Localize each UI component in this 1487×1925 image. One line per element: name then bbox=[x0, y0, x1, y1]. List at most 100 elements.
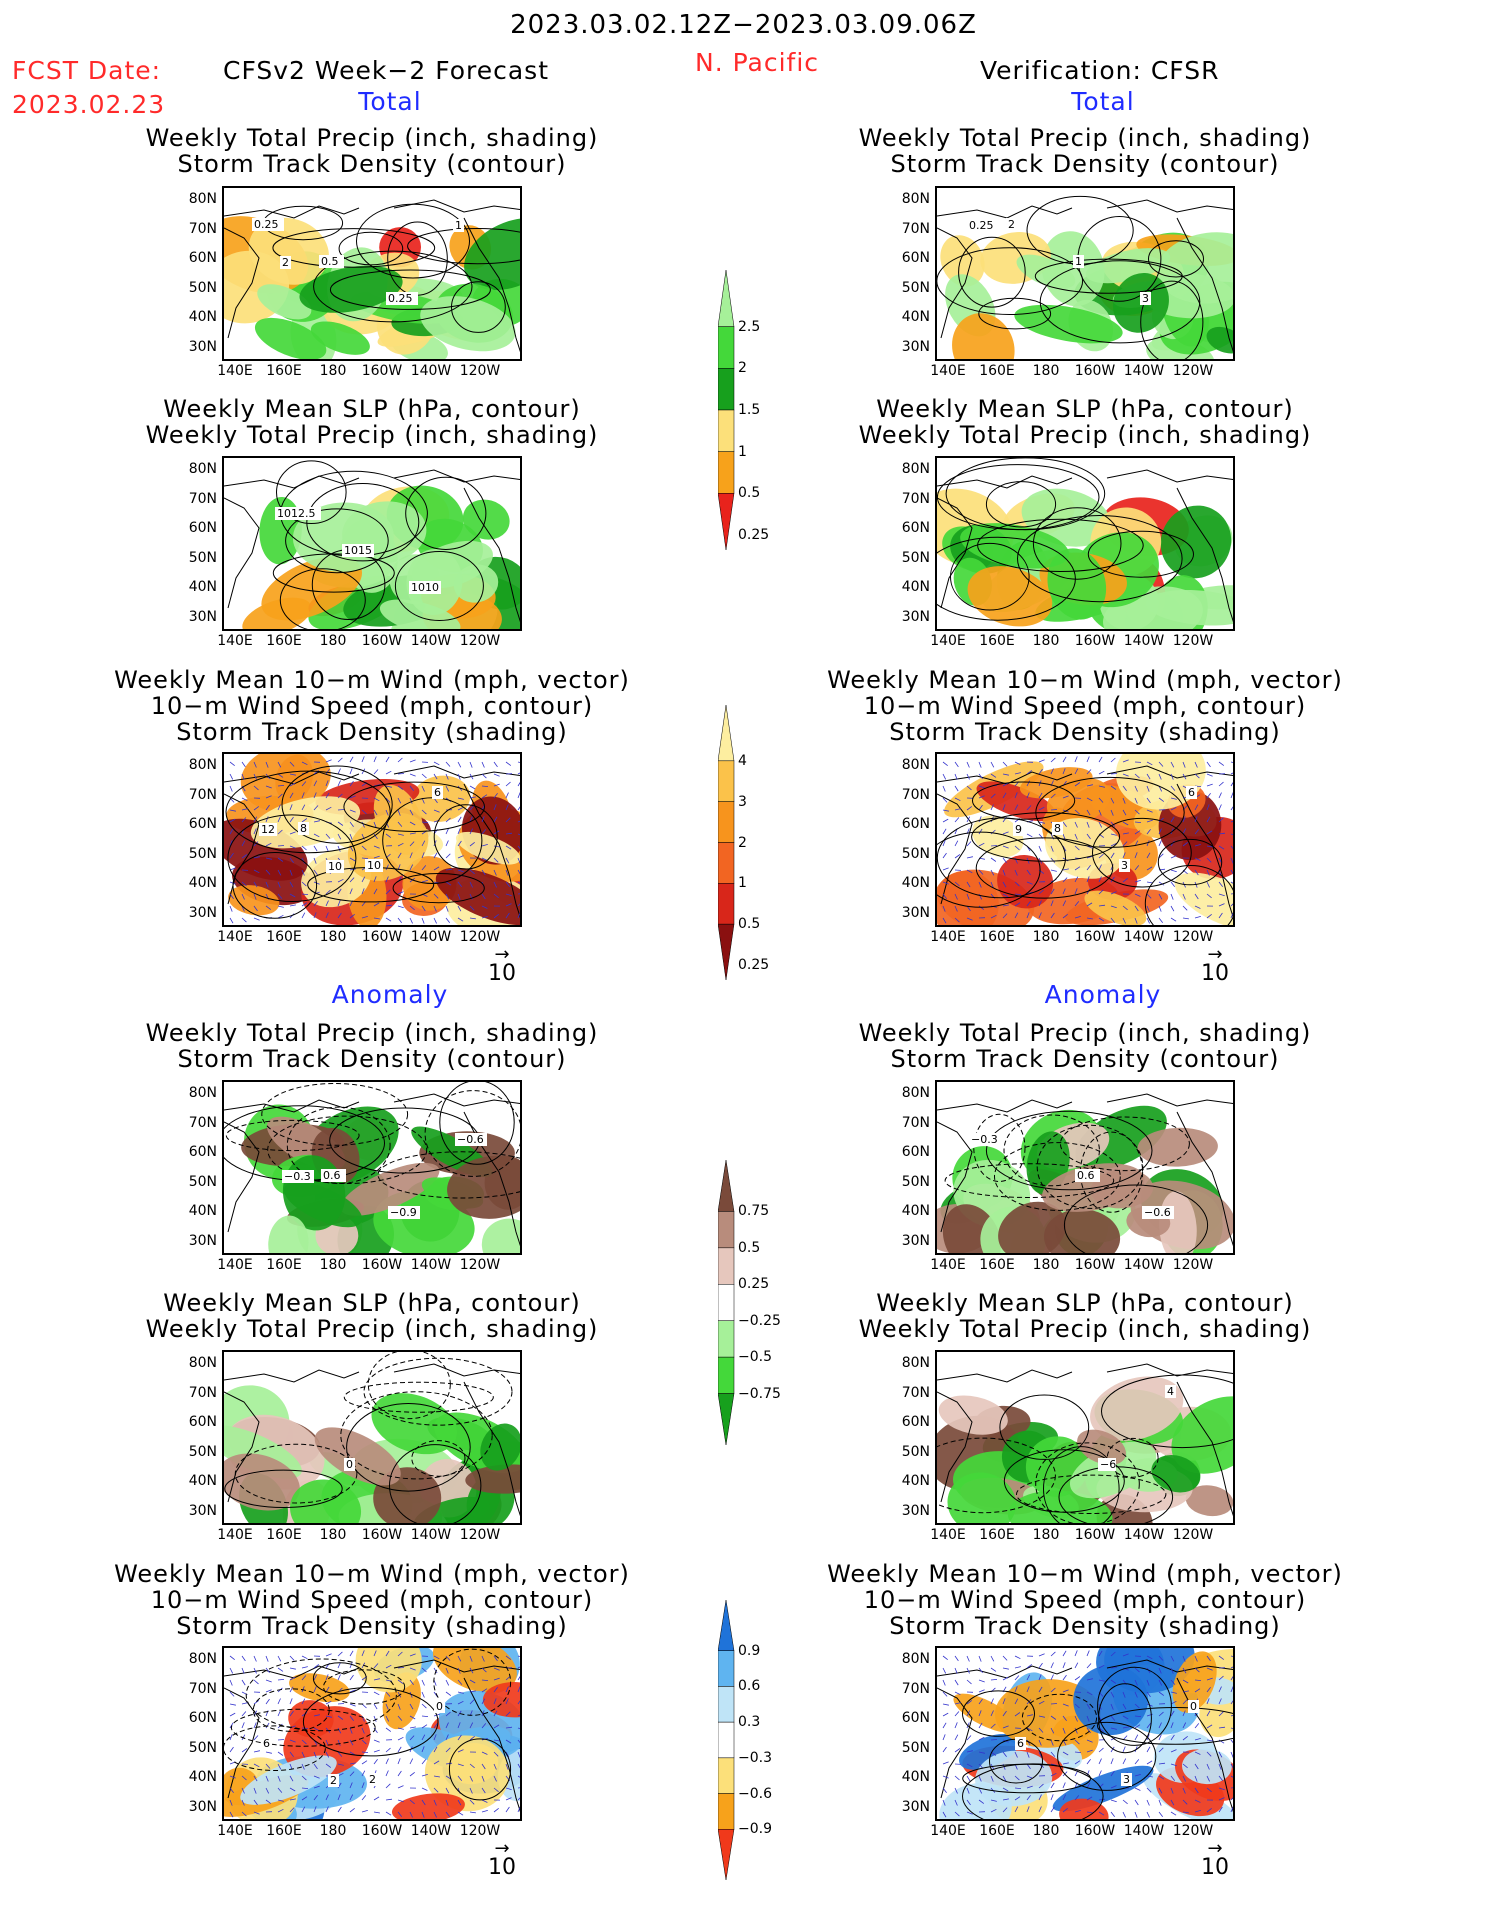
section-anomaly-left: Anomaly bbox=[331, 980, 449, 1009]
contour-line bbox=[944, 1163, 1115, 1198]
fcst-date-value: 2023.02.23 bbox=[12, 90, 166, 119]
lat-tick-label: 40N bbox=[901, 309, 930, 325]
lon-tick-label: 140W bbox=[1123, 929, 1165, 945]
lon-tick-label: 120W bbox=[459, 1527, 501, 1543]
colorbar-label: 0.5 bbox=[738, 1239, 761, 1256]
panel-title-line: Storm Track Density (contour) bbox=[890, 1045, 1280, 1073]
contour-label: 0.6 bbox=[323, 1169, 341, 1182]
contour-line bbox=[937, 247, 1084, 315]
forecast-title: CFSv2 Week−2 Forecast bbox=[223, 56, 549, 85]
contour-label-bg bbox=[1015, 1737, 1026, 1750]
lon-tick-label: 120W bbox=[459, 1257, 501, 1273]
contour-label-bg bbox=[1165, 1385, 1176, 1398]
colorbar-label: 1.5 bbox=[738, 402, 761, 418]
contour-layer bbox=[224, 1082, 520, 1199]
forecast-map: 0 bbox=[222, 1350, 522, 1525]
lon-tick-label: 160E bbox=[979, 929, 1015, 945]
map-svg bbox=[937, 458, 1233, 629]
colorbar-label: −0.6 bbox=[738, 1785, 772, 1802]
contour-label: 10 bbox=[328, 860, 342, 873]
lat-tick-label: 40N bbox=[901, 875, 930, 891]
lat-tick-label: 60N bbox=[188, 1414, 217, 1430]
lon-tick-label: 180 bbox=[319, 1823, 347, 1839]
contour-line bbox=[323, 1669, 406, 1705]
colorbar-label: 2 bbox=[738, 360, 747, 377]
contour-line bbox=[392, 873, 485, 904]
verification-map: 8 3 6 9 bbox=[935, 752, 1235, 927]
lon-tick-label: 160W bbox=[361, 1823, 403, 1839]
vector-reference: → 10 bbox=[1195, 1840, 1235, 1881]
colorbar-label: −0.3 bbox=[738, 1749, 772, 1766]
coastline bbox=[937, 199, 1233, 353]
contour-line bbox=[962, 1763, 1104, 1819]
contour-line bbox=[306, 482, 420, 562]
lat-tick-label: 50N bbox=[188, 1739, 217, 1756]
lat-tick-label: 50N bbox=[901, 845, 930, 862]
colorbar-segment bbox=[718, 270, 735, 327]
lon-tick-label: 120W bbox=[1172, 1823, 1214, 1839]
contour-label-bg bbox=[432, 786, 443, 799]
contour-label: 6 bbox=[1017, 1737, 1024, 1750]
contour-label-bg bbox=[326, 860, 344, 873]
contour-label: −0.6 bbox=[457, 1133, 484, 1146]
contour-line bbox=[1063, 1184, 1209, 1253]
contour-line bbox=[234, 1443, 358, 1504]
panel-title-line: 10−m Wind Speed (mph, contour) bbox=[150, 1586, 594, 1614]
contour-line bbox=[1057, 1721, 1157, 1791]
lon-tick-label: 120W bbox=[1172, 1527, 1214, 1543]
colorbar-segment bbox=[718, 1686, 735, 1723]
contour-layer bbox=[263, 203, 520, 333]
contour-line bbox=[1003, 1114, 1100, 1187]
lon-tick-label: 180 bbox=[1032, 1823, 1060, 1839]
panel-title-line: Weekly Mean SLP (hPa, contour) bbox=[163, 395, 581, 423]
contour-label-bg bbox=[342, 544, 374, 557]
contour-line bbox=[245, 1658, 397, 1732]
contour-label: 3 bbox=[1142, 292, 1149, 305]
contour-label-bg bbox=[1119, 859, 1130, 872]
contour-label: 0.25 bbox=[388, 292, 413, 305]
contour-line bbox=[267, 1115, 428, 1185]
contour-line bbox=[356, 203, 470, 279]
verification-map bbox=[935, 456, 1235, 631]
contour-label: 6 bbox=[263, 1737, 270, 1750]
contour-label: 1 bbox=[1075, 255, 1082, 268]
panel-title-line: Weekly Mean SLP (hPa, contour) bbox=[876, 1289, 1294, 1317]
lat-tick-label: 80N bbox=[188, 1355, 217, 1371]
lat-tick-label: 30N bbox=[188, 338, 217, 355]
map-svg: 2 1 3 0.25 bbox=[937, 195, 1233, 359]
contour-label-bg bbox=[388, 1206, 420, 1219]
lon-tick-label: 140W bbox=[410, 1257, 452, 1273]
contour-label: 0 bbox=[346, 1458, 353, 1471]
contour-layer bbox=[937, 458, 1194, 621]
contour-line bbox=[276, 460, 347, 524]
contour-label: 12 bbox=[261, 823, 275, 836]
colorbar-segment bbox=[718, 1600, 735, 1651]
lat-tick-label: 70N bbox=[901, 1114, 930, 1131]
section-anomaly-right: Anomaly bbox=[1044, 980, 1162, 1009]
contour-label-bg bbox=[252, 218, 284, 231]
contour-line bbox=[329, 269, 491, 310]
lon-tick-label: 180 bbox=[319, 363, 347, 379]
lon-tick-label: 160E bbox=[979, 633, 1015, 649]
contour-line bbox=[1059, 1116, 1190, 1172]
lon-tick-label: 140W bbox=[410, 929, 452, 945]
contour-label: −0.9 bbox=[390, 1206, 417, 1219]
contour-label-bg bbox=[275, 507, 321, 520]
contour-line bbox=[1157, 838, 1223, 886]
colorbar-label: 0.5 bbox=[738, 485, 761, 502]
panel-title-line: Weekly Total Precip (inch, shading) bbox=[145, 421, 599, 449]
contour-label-bg bbox=[409, 581, 441, 594]
lon-tick-label: 160W bbox=[361, 363, 403, 379]
colorbar-label: −0.25 bbox=[738, 1312, 781, 1329]
lon-tick-label: 180 bbox=[319, 1257, 347, 1273]
contour-label-bg bbox=[1140, 292, 1151, 305]
contour-line bbox=[1021, 1693, 1098, 1742]
contour-line bbox=[1043, 1446, 1120, 1523]
map-svg: 0.6 −0.6 −0.3 bbox=[937, 1093, 1233, 1253]
colorbar-segment bbox=[718, 1356, 735, 1394]
lon-tick-label: 160W bbox=[1074, 633, 1116, 649]
contour-line bbox=[972, 781, 1076, 820]
lon-tick-label: 180 bbox=[1032, 633, 1060, 649]
colorbar-segment bbox=[718, 368, 735, 411]
lon-tick-label: 160E bbox=[979, 1823, 1015, 1839]
